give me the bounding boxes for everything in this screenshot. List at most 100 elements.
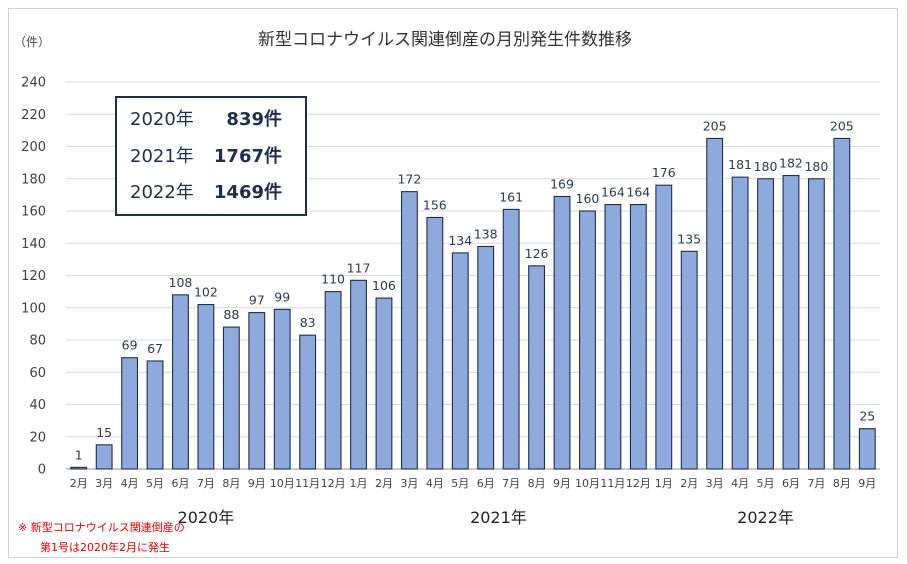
- bar-5月: [451, 252, 469, 470]
- bar-6月: [477, 245, 495, 470]
- summary-box-border: [115, 96, 307, 216]
- x-tick-label: 1月: [655, 477, 673, 490]
- year-group-label: 2022年: [737, 508, 794, 527]
- y-tick-label: 120: [21, 269, 46, 284]
- summary-count-2022: 1469件: [214, 181, 282, 203]
- x-tick-label: 3月: [95, 477, 113, 490]
- bar-5月: [146, 360, 164, 470]
- data-label: 182: [779, 156, 803, 171]
- data-label: 156: [423, 197, 447, 212]
- bar-5月: [757, 178, 774, 470]
- bar-4月: [731, 176, 749, 470]
- x-tick-label: 6月: [171, 477, 189, 490]
- x-tick-label: 1月: [350, 477, 368, 490]
- y-tick-label: 160: [21, 205, 46, 220]
- data-label: 164: [601, 185, 625, 200]
- bar-6月: [782, 174, 800, 470]
- summary-year-2022: 2022年: [130, 182, 194, 203]
- summary-box: 2020年 839件 2021年 1767件 2022年 1469件: [115, 96, 307, 216]
- data-label: 108: [169, 275, 193, 290]
- x-tick-label: 2月: [680, 477, 698, 490]
- y-tick-label: 20: [29, 430, 46, 445]
- x-tick-label: 6月: [477, 477, 495, 490]
- bar-3月: [706, 137, 724, 470]
- data-label: 106: [372, 278, 396, 293]
- x-tick-label: 5月: [451, 477, 469, 490]
- data-label: 126: [525, 246, 549, 261]
- bar-2月: [680, 250, 698, 470]
- y-tick-label: 200: [21, 140, 46, 155]
- footnote-line-1: ※ 新型コロナウイルス関連倒産の: [18, 520, 185, 534]
- x-tick-label: 4月: [121, 477, 139, 490]
- x-tick-label: 4月: [731, 477, 749, 490]
- data-label: 134: [448, 233, 472, 248]
- bar-6月: [172, 294, 189, 470]
- x-tick-label: 4月: [426, 477, 444, 490]
- data-label: 205: [830, 118, 854, 133]
- bar-11月: [604, 204, 622, 470]
- x-tick-label: 3月: [400, 477, 418, 490]
- data-label: 164: [626, 185, 650, 200]
- summary-count-2020: 839件: [226, 108, 282, 130]
- bar-10月: [273, 308, 291, 470]
- data-label: 117: [347, 260, 371, 275]
- x-tick-label: 2月: [375, 477, 393, 490]
- data-label: 25: [859, 409, 875, 424]
- data-label: 161: [499, 189, 523, 204]
- data-label: 138: [474, 226, 498, 241]
- x-tick-label: 9月: [858, 477, 876, 490]
- chart-title: 新型コロナウイルス関連倒産の月別発生件数推移: [258, 30, 632, 50]
- data-label: 205: [703, 118, 727, 133]
- summary-year-2020: 2020年: [130, 109, 194, 130]
- data-label: 180: [754, 159, 778, 174]
- bar-4月: [426, 216, 444, 470]
- data-label: 83: [300, 315, 316, 330]
- data-label: 1: [75, 447, 83, 462]
- bar-7月: [502, 208, 520, 470]
- y-tick-label: 140: [21, 237, 46, 252]
- footnote-line-2: 第1号は2020年2月に発生: [40, 540, 170, 554]
- x-tick-label: 7月: [197, 477, 215, 490]
- y-tick-label: 60: [29, 366, 46, 381]
- bar-7月: [197, 303, 215, 470]
- y-tick-label: 100: [21, 301, 46, 316]
- bar-7月: [807, 178, 825, 470]
- data-label: 180: [804, 159, 828, 174]
- summary-count-2021: 1767件: [214, 145, 282, 167]
- bar-1月: [655, 184, 673, 470]
- x-tick-label: 8月: [528, 477, 546, 490]
- x-tick-label: 7月: [502, 477, 520, 490]
- data-label: 135: [677, 231, 701, 246]
- x-tick-label: 9月: [553, 477, 571, 490]
- x-tick-label: 11月: [600, 477, 625, 490]
- x-tick-label: 3月: [706, 477, 724, 490]
- data-label: 181: [728, 157, 752, 172]
- data-label: 160: [576, 191, 600, 206]
- data-label: 67: [147, 341, 163, 356]
- data-label: 97: [249, 293, 265, 308]
- bar-1月: [350, 279, 367, 470]
- y-axis-unit: （件）: [14, 35, 50, 49]
- y-tick-label: 40: [29, 398, 46, 413]
- data-label: 88: [223, 307, 239, 322]
- year-group-label: 2021年: [470, 508, 527, 527]
- data-label: 99: [274, 289, 290, 304]
- bar-3月: [400, 191, 418, 470]
- bar-9月: [553, 195, 571, 470]
- x-tick-label: 8月: [222, 477, 240, 490]
- data-label: 110: [321, 272, 345, 287]
- year-group-label: 2020年: [178, 508, 235, 527]
- x-tick-label: 11月: [295, 477, 320, 490]
- y-tick-label: 0: [38, 463, 46, 478]
- bar-11月: [299, 334, 317, 470]
- bar-12月: [324, 291, 342, 470]
- data-label: 176: [652, 165, 676, 180]
- x-tick-label: 10月: [575, 477, 600, 490]
- x-tick-label: 2月: [70, 477, 88, 490]
- data-label: 15: [96, 425, 112, 440]
- x-tick-label: 9月: [248, 477, 266, 490]
- summary-year-2021: 2021年: [130, 146, 194, 167]
- x-tick-label: 5月: [146, 477, 164, 490]
- bar-8月: [222, 326, 240, 470]
